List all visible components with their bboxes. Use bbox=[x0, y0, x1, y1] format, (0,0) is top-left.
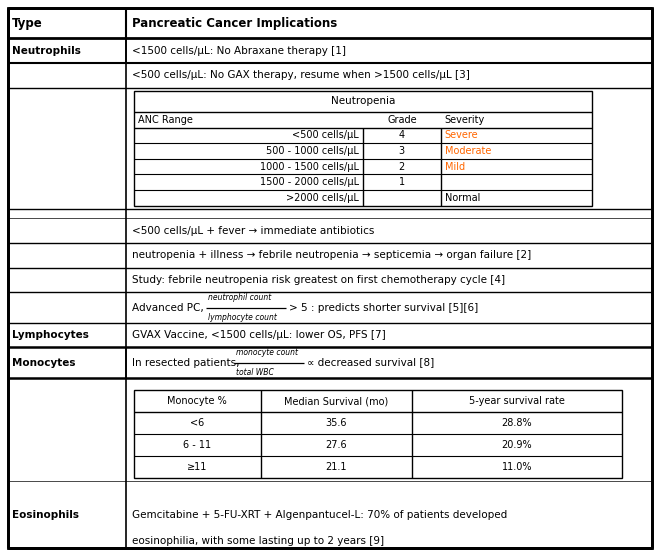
Text: 20.9%: 20.9% bbox=[502, 440, 533, 450]
Text: total WBC: total WBC bbox=[236, 368, 274, 376]
Text: 35.6: 35.6 bbox=[325, 418, 347, 428]
Text: Study: febrile neutropenia risk greatest on first chemotherapy cycle [4]: Study: febrile neutropenia risk greatest… bbox=[132, 275, 505, 285]
Text: 2: 2 bbox=[399, 162, 405, 172]
Text: 1500 - 2000 cells/μL: 1500 - 2000 cells/μL bbox=[260, 177, 359, 187]
Text: Eosinophils: Eosinophils bbox=[12, 510, 79, 520]
Text: Severe: Severe bbox=[445, 131, 478, 141]
Text: ≥11: ≥11 bbox=[187, 461, 207, 471]
Text: Neutrophils: Neutrophils bbox=[12, 46, 81, 56]
Text: neutrophil count: neutrophil count bbox=[208, 292, 271, 301]
Text: Pancreatic Cancer Implications: Pancreatic Cancer Implications bbox=[132, 17, 337, 29]
Text: lymphocyte count: lymphocyte count bbox=[208, 312, 277, 321]
Text: ∝ decreased survival [8]: ∝ decreased survival [8] bbox=[307, 358, 434, 368]
Text: Advanced PC,: Advanced PC, bbox=[132, 302, 203, 312]
Text: Moderate: Moderate bbox=[445, 146, 491, 156]
Text: 11.0%: 11.0% bbox=[502, 461, 533, 471]
Text: Median Survival (mo): Median Survival (mo) bbox=[284, 396, 389, 406]
Text: <1500 cells/μL: No Abraxane therapy [1]: <1500 cells/μL: No Abraxane therapy [1] bbox=[132, 46, 346, 56]
Text: 500 - 1000 cells/μL: 500 - 1000 cells/μL bbox=[266, 146, 359, 156]
Text: Mild: Mild bbox=[445, 162, 465, 172]
Text: <500 cells/μL: <500 cells/μL bbox=[292, 131, 359, 141]
Text: neutropenia + illness → febrile neutropenia → septicemia → organ failure [2]: neutropenia + illness → febrile neutrope… bbox=[132, 250, 531, 260]
Text: >2000 cells/μL: >2000 cells/μL bbox=[286, 193, 359, 203]
Text: Lymphocytes: Lymphocytes bbox=[12, 330, 89, 340]
Text: 6 - 11: 6 - 11 bbox=[183, 440, 211, 450]
Text: Neutropenia: Neutropenia bbox=[331, 96, 395, 106]
Bar bbox=[134, 390, 622, 478]
Text: 28.8%: 28.8% bbox=[502, 418, 533, 428]
Text: Monocyte %: Monocyte % bbox=[168, 396, 227, 406]
Text: GVAX Vaccine, <1500 cells/μL: lower OS, PFS [7]: GVAX Vaccine, <1500 cells/μL: lower OS, … bbox=[132, 330, 385, 340]
Text: <6: <6 bbox=[190, 418, 205, 428]
Text: Grade: Grade bbox=[387, 115, 416, 125]
Text: Monocytes: Monocytes bbox=[12, 358, 75, 368]
Text: monocyte count: monocyte count bbox=[236, 348, 298, 356]
Text: <500 cells/μL: No GAX therapy, resume when >1500 cells/μL [3]: <500 cells/μL: No GAX therapy, resume wh… bbox=[132, 70, 470, 80]
Text: 5-year survival rate: 5-year survival rate bbox=[469, 396, 565, 406]
Text: 3: 3 bbox=[399, 146, 405, 156]
Text: In resected patients,: In resected patients, bbox=[132, 358, 240, 368]
Text: eosinophilia, with some lasting up to 2 years [9]: eosinophilia, with some lasting up to 2 … bbox=[132, 536, 384, 546]
Bar bbox=[134, 91, 592, 206]
Text: 1000 - 1500 cells/μL: 1000 - 1500 cells/μL bbox=[260, 162, 359, 172]
Text: <500 cells/μL + fever → immediate antibiotics: <500 cells/μL + fever → immediate antibi… bbox=[132, 226, 374, 236]
Text: Type: Type bbox=[12, 17, 43, 29]
Text: 21.1: 21.1 bbox=[325, 461, 347, 471]
Text: Gemcitabine + 5-FU-XRT + Algenpantucel-L: 70% of patients developed: Gemcitabine + 5-FU-XRT + Algenpantucel-L… bbox=[132, 510, 507, 520]
Text: 1: 1 bbox=[399, 177, 405, 187]
Text: 4: 4 bbox=[399, 131, 405, 141]
Text: ANC Range: ANC Range bbox=[138, 115, 193, 125]
Text: > 5 : predicts shorter survival [5][6]: > 5 : predicts shorter survival [5][6] bbox=[289, 302, 478, 312]
Text: Severity: Severity bbox=[445, 115, 485, 125]
Text: Normal: Normal bbox=[445, 193, 480, 203]
Text: 27.6: 27.6 bbox=[325, 440, 347, 450]
